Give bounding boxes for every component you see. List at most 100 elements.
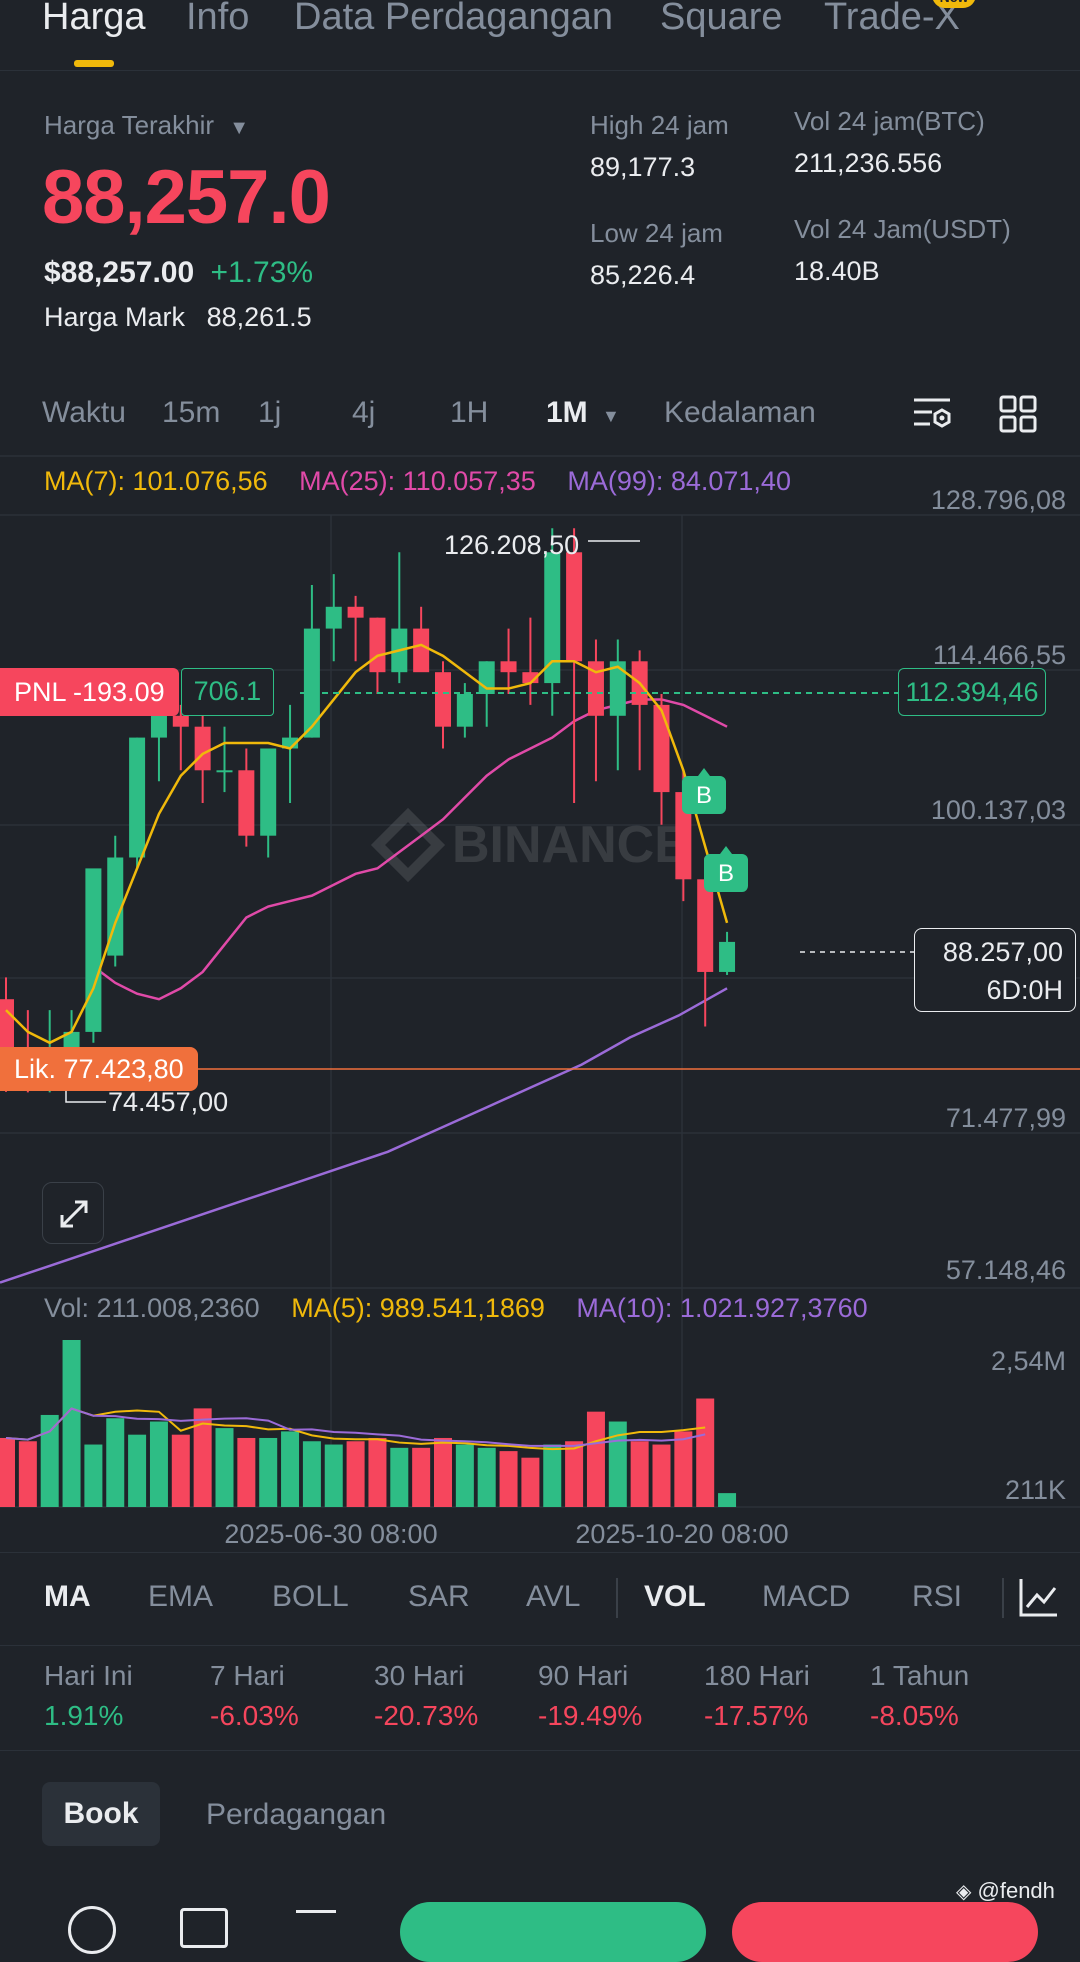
ind-rsi[interactable]: RSI: [912, 1580, 963, 1613]
x-tick-0: 2025-06-30 08:00: [224, 1519, 437, 1549]
tf-1m[interactable]: 1M ▼: [546, 396, 620, 430]
portfolio-icon[interactable]: [180, 1908, 228, 1948]
ind-avl[interactable]: AVL: [526, 1580, 581, 1613]
fullscreen-button[interactable]: [42, 1182, 104, 1244]
indicator-divider: [616, 1578, 618, 1618]
volume-legend: Vol: 211.008,2360 MA(5): 989.541,1869 MA…: [44, 1293, 868, 1324]
candle-body: [413, 628, 430, 673]
volume-bars: [0, 1340, 737, 1507]
volume-bar: [40, 1414, 59, 1507]
high-24h-label: High 24 jam: [590, 110, 729, 140]
x-tick-1: 2025-10-20 08:00: [575, 1519, 788, 1549]
last-price-selector[interactable]: Harga Terakhir ▼: [44, 110, 249, 141]
volume-bar: [674, 1431, 693, 1507]
volume-bar: [149, 1421, 168, 1507]
volume-bar: [586, 1411, 605, 1507]
pnl-label: PNL -193.09: [0, 668, 179, 716]
pnl-tag[interactable]: PNL -193.09 706.1: [0, 668, 275, 716]
buy-button[interactable]: [400, 1902, 706, 1962]
ma7-line: [5, 643, 729, 1045]
alert-icon[interactable]: [68, 1906, 116, 1954]
y-tick-4: 57.148,46: [946, 1255, 1066, 1285]
ind-boll[interactable]: BOLL: [272, 1580, 349, 1613]
ind-ema[interactable]: EMA: [148, 1580, 214, 1613]
buy-marker-label: B: [696, 782, 712, 809]
volume-bar: [390, 1447, 409, 1507]
x-axis-labels: 2025-06-30 08:00 2025-10-20 08:00: [224, 1519, 788, 1549]
change-label: 1 Tahun: [870, 1660, 970, 1691]
liquidation-tag[interactable]: Lik. 77.423,80: [0, 1047, 198, 1091]
tf-4j[interactable]: 4j: [352, 396, 376, 429]
candle-body: [369, 617, 386, 673]
volume-bar: [652, 1444, 671, 1507]
tf-kedalaman[interactable]: Kedalaman: [664, 396, 816, 429]
candle-body: [435, 672, 451, 727]
vol-usdt-label: Vol 24 Jam(USDT): [794, 214, 1011, 244]
tf-15m[interactable]: 15m: [162, 396, 221, 429]
indicator-settings-icon[interactable]: [1018, 1576, 1060, 1618]
volume-bar: [346, 1441, 365, 1507]
candle-body: [0, 999, 14, 1054]
tab-info[interactable]: Info: [186, 0, 250, 38]
volume-ma10-line: [5, 1407, 706, 1447]
book-tab[interactable]: Book: [42, 1782, 160, 1846]
candle-body: [544, 552, 561, 684]
buy-marker: B: [682, 768, 726, 814]
candle-body: [347, 606, 364, 618]
ma99-legend: MA(99): 84.071,40: [567, 466, 791, 496]
volume-bar: [455, 1444, 474, 1507]
y-tick-0: 128.796,08: [931, 485, 1066, 515]
usd-price-row: $88,257.00 +1.73%: [44, 256, 313, 290]
sell-button[interactable]: [732, 1902, 1038, 1962]
candle-body: [238, 770, 255, 836]
volume-bar: [608, 1421, 627, 1507]
tf-waktu[interactable]: Waktu: [42, 396, 126, 429]
tf-1j[interactable]: 1j: [258, 396, 282, 429]
mark-price: 88,261.5: [206, 302, 312, 332]
volume-axis-labels: 2,54M 211K: [991, 1346, 1066, 1505]
trades-tab[interactable]: Perdagangan: [206, 1798, 387, 1831]
ma99-line: [0, 987, 728, 1284]
credit-watermark: ◈ @fendh: [956, 1878, 1055, 1904]
active-tab-underline: [74, 60, 114, 67]
candle-body: [456, 693, 473, 727]
change-label: Hari Ini: [44, 1660, 133, 1691]
candle-body: [522, 672, 539, 684]
change-value: -6.03%: [210, 1700, 299, 1731]
binance-logo-icon: ◈: [956, 1881, 972, 1903]
tf-1h[interactable]: 1H: [450, 396, 489, 429]
vol-legend: Vol: 211.008,2360: [44, 1293, 260, 1323]
ind-vol[interactable]: VOL: [644, 1580, 706, 1613]
ind-macd[interactable]: MACD: [762, 1580, 851, 1613]
more-icon[interactable]: [296, 1910, 336, 1943]
ind-ma[interactable]: MA: [44, 1580, 91, 1613]
buy-marker: B: [704, 846, 748, 892]
candle-body: [587, 661, 604, 716]
tab-square[interactable]: Square: [660, 0, 783, 38]
usd-price: $88,257.00: [44, 256, 195, 289]
volume-bar: [106, 1418, 125, 1507]
chart-settings-icon[interactable]: [912, 394, 952, 434]
ind-sar[interactable]: SAR: [408, 1580, 470, 1613]
watermark-text: BINANCE: [452, 816, 689, 874]
candlestick-chart[interactable]: BINANCE 128.796,08 114.466,55 100.137,03…: [0, 454, 1080, 1554]
tab-data-perdagangan[interactable]: Data Perdagangan: [294, 0, 614, 38]
volume-bar: [128, 1434, 147, 1507]
candles-group: [0, 528, 736, 1093]
expand-icon: [60, 1200, 88, 1228]
countdown-label: 6D:0H: [986, 975, 1063, 1005]
low-24h-value: 85,226.4: [590, 260, 696, 290]
volume-bar: [718, 1493, 737, 1507]
pnl-value: 706.1: [180, 668, 275, 716]
tab-trade-x[interactable]: Trade-X: [824, 0, 960, 38]
candle-body: [653, 704, 670, 793]
volume-bar: [543, 1444, 562, 1507]
tab-harga[interactable]: Harga: [42, 0, 146, 38]
grid-layout-icon[interactable]: [998, 394, 1038, 434]
vol-ma5-legend: MA(5): 989.541,1869: [291, 1293, 545, 1323]
divider: [0, 1750, 1080, 1751]
change-value: -20.73%: [374, 1700, 479, 1731]
volume-bar: [324, 1444, 343, 1507]
current-price-tag: 88.257,00 6D:0H: [914, 928, 1076, 1012]
candle-body: [303, 628, 320, 738]
